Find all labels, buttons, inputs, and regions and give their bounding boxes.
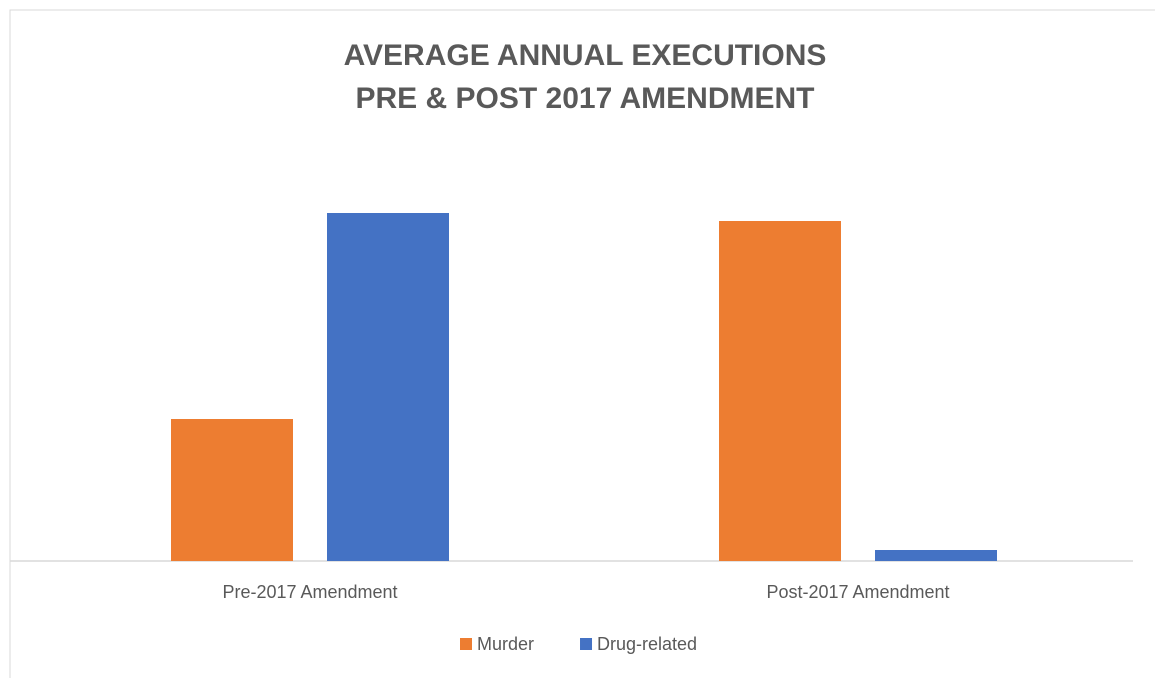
bar: [171, 419, 293, 561]
x-tick-label: Pre-2017 Amendment: [222, 582, 397, 602]
legend-swatch: [460, 638, 472, 650]
chart-title: PRE & POST 2017 AMENDMENT: [356, 82, 815, 115]
legend-label: Murder: [477, 634, 534, 654]
legend-swatch: [580, 638, 593, 650]
chart-title: AVERAGE ANNUAL EXECUTIONS: [344, 39, 827, 72]
bar: [327, 213, 449, 561]
bar: [875, 550, 997, 561]
x-tick-label: Post-2017 Amendment: [766, 582, 949, 602]
chart-frame: [9, 9, 1155, 678]
legend-label: Drug-related: [597, 634, 697, 654]
bar: [719, 221, 841, 561]
